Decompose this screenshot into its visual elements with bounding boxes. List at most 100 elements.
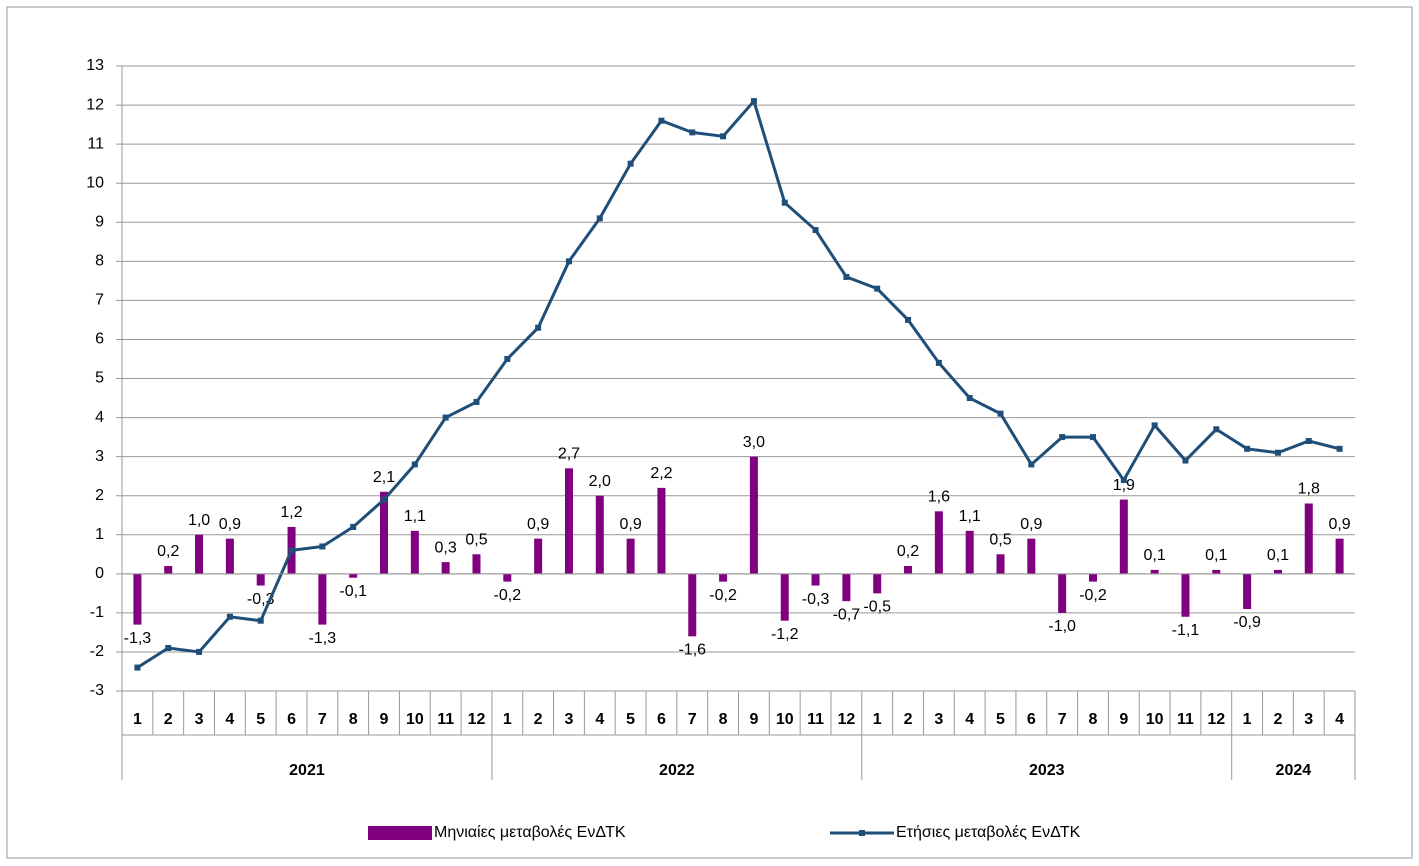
y-tick-label: 8: [95, 253, 104, 270]
x-tick-label: 12: [1207, 711, 1225, 728]
bar: [780, 573, 789, 621]
bar: [164, 566, 173, 574]
bar: [1212, 569, 1221, 574]
value-label: 2,1: [373, 469, 395, 486]
bar: [1119, 499, 1128, 574]
y-tick-label: -1: [90, 604, 104, 621]
bar: [1181, 573, 1190, 617]
y-tick-label: 5: [95, 370, 104, 387]
value-label: 0,9: [1020, 516, 1042, 533]
y-tick-label: 6: [95, 331, 104, 348]
x-tick-label: 5: [626, 711, 635, 728]
line-marker: [1028, 461, 1035, 468]
bar: [719, 573, 728, 582]
line-marker: [504, 355, 511, 362]
bar: [564, 468, 573, 574]
x-tick-label: 4: [1335, 711, 1344, 728]
y-tick-label: 2: [95, 487, 104, 504]
line-marker: [874, 285, 881, 292]
bar: [996, 554, 1005, 574]
value-label: -1,3: [309, 630, 337, 647]
value-label: 0,9: [1328, 516, 1350, 533]
x-tick-label: 4: [595, 711, 604, 728]
line-marker: [812, 227, 819, 234]
bar: [1150, 569, 1159, 574]
y-tick-label: 3: [95, 448, 104, 465]
bar: [904, 566, 913, 574]
value-label: -0,3: [802, 591, 830, 608]
bar: [934, 511, 943, 574]
x-tick-label: 4: [225, 711, 234, 728]
bar: [441, 562, 450, 574]
value-label: 0,1: [1205, 547, 1227, 564]
line-marker: [658, 117, 665, 124]
value-label: 0,9: [527, 516, 549, 533]
value-label: -0,2: [1079, 587, 1107, 604]
x-tick-label: 1: [1243, 711, 1252, 728]
line-marker: [1274, 449, 1281, 456]
line-marker: [997, 410, 1004, 417]
value-label: -1,3: [124, 630, 152, 647]
x-tick-label: 3: [1304, 711, 1313, 728]
line-marker: [535, 324, 542, 331]
value-label: 2,7: [558, 446, 580, 463]
line-marker: [935, 359, 942, 366]
y-tick-label: 1: [95, 526, 104, 543]
line-marker: [1182, 457, 1189, 464]
y-tick-label: 0: [95, 565, 104, 582]
line-marker: [196, 648, 203, 655]
y-tick-label: 10: [86, 174, 104, 191]
line-marker: [1059, 434, 1066, 441]
value-label: -1,2: [771, 626, 799, 643]
line-marker: [1089, 434, 1096, 441]
value-label: 0,9: [219, 516, 241, 533]
value-label: 0,5: [465, 532, 487, 549]
line-marker: [750, 98, 757, 105]
x-tick-label: 6: [287, 711, 296, 728]
y-tick-label: -3: [90, 682, 104, 699]
bar: [657, 487, 666, 574]
x-tick-label: 10: [776, 711, 794, 728]
y-tick-label: 7: [95, 292, 104, 309]
value-label: 1,1: [959, 508, 981, 525]
x-tick-label: 7: [1058, 711, 1067, 728]
bar: [318, 573, 327, 625]
line-marker: [905, 316, 912, 323]
value-label: 2,2: [650, 465, 672, 482]
chart-border: [6, 6, 1413, 859]
line-marker: [596, 215, 603, 222]
value-label: -0,7: [833, 606, 861, 623]
value-label: 2,0: [589, 473, 611, 490]
x-tick-label: 11: [807, 711, 824, 728]
value-label: 1,2: [280, 504, 302, 521]
line-marker: [226, 613, 233, 620]
value-label: 3,0: [743, 434, 765, 451]
x-tick-label: 10: [1146, 711, 1164, 728]
bar: [349, 573, 358, 578]
line-marker: [781, 199, 788, 206]
line-marker: [1120, 477, 1127, 484]
value-label: -0,9: [1233, 614, 1261, 631]
x-tick-label: 7: [318, 711, 327, 728]
line-marker: [257, 617, 264, 624]
bar: [410, 530, 419, 574]
value-label: 1,1: [404, 508, 426, 525]
value-label: 1,8: [1298, 481, 1320, 498]
x-tick-label: 7: [688, 711, 697, 728]
group-label: 2023: [1029, 762, 1065, 779]
group-label: 2021: [289, 762, 325, 779]
y-tick-label: -2: [90, 643, 104, 660]
legend-swatch-marker: [859, 830, 865, 836]
value-label: -0,2: [709, 587, 737, 604]
bar: [842, 573, 851, 602]
x-tick-label: 1: [873, 711, 882, 728]
y-tick-label: 12: [86, 96, 104, 113]
y-tick-label: 9: [95, 213, 104, 230]
x-tick-label: 4: [965, 711, 974, 728]
value-label: -0,2: [494, 587, 522, 604]
line-marker: [442, 414, 449, 421]
bar: [595, 495, 604, 574]
x-tick-label: 11: [1177, 711, 1194, 728]
line-marker: [843, 273, 850, 280]
